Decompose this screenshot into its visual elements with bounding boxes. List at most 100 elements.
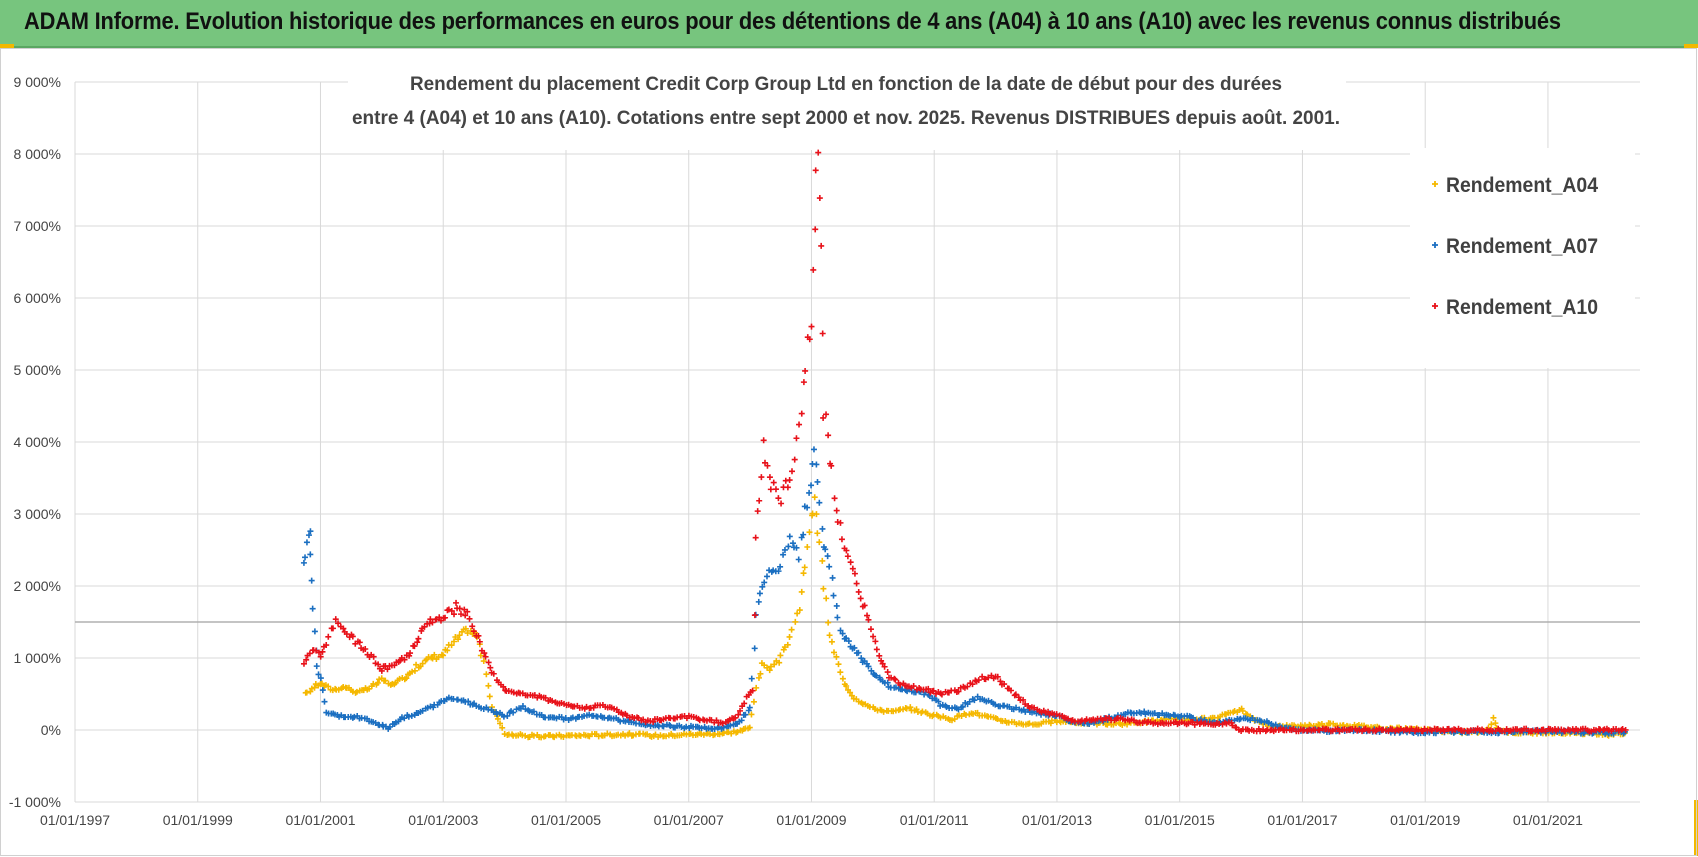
data-point <box>419 707 426 714</box>
data-point <box>317 653 324 660</box>
data-point <box>786 633 793 640</box>
data-point <box>985 674 992 681</box>
data-point <box>500 683 507 690</box>
data-point <box>806 336 813 343</box>
data-point <box>820 585 827 592</box>
data-point <box>800 379 807 386</box>
data-point <box>622 732 629 739</box>
data-point <box>812 167 819 174</box>
data-point <box>313 663 320 670</box>
data-point <box>464 630 471 637</box>
x-tick-label: 01/01/2017 <box>1267 812 1337 828</box>
corner-mark-top-right <box>1684 44 1698 48</box>
data-point <box>761 579 768 586</box>
data-point <box>1083 716 1090 723</box>
data-point <box>1026 720 1033 727</box>
data-point <box>837 669 844 676</box>
data-point <box>897 681 904 688</box>
data-point <box>811 494 818 501</box>
data-point <box>455 636 462 643</box>
data-point <box>753 684 760 691</box>
data-point <box>442 614 449 621</box>
data-point <box>475 632 482 639</box>
data-point <box>382 677 389 684</box>
data-point <box>801 564 808 571</box>
data-point <box>1441 728 1448 735</box>
data-point <box>780 551 787 558</box>
data-point <box>806 489 813 496</box>
data-point <box>356 639 363 646</box>
data-point <box>321 698 328 705</box>
x-tick-label: 01/01/2001 <box>285 812 355 828</box>
data-point <box>408 712 415 719</box>
data-point <box>604 730 611 737</box>
data-point <box>825 432 832 439</box>
chart-title-line: Rendement du placement Credit Corp Group… <box>410 74 1282 95</box>
x-tick-label: 01/01/2005 <box>531 812 601 828</box>
data-point <box>683 723 690 730</box>
data-point <box>775 495 782 502</box>
data-point <box>823 595 830 602</box>
data-point <box>727 722 734 729</box>
y-tick-label: 3 000% <box>14 506 61 522</box>
data-point <box>888 674 895 681</box>
x-tick-label: 01/01/2003 <box>408 812 478 828</box>
data-point <box>1013 704 1020 711</box>
data-point <box>855 698 862 705</box>
data-point <box>538 734 545 741</box>
data-point <box>419 660 426 667</box>
data-point <box>519 703 526 710</box>
data-point <box>542 733 549 740</box>
data-point <box>1535 728 1542 735</box>
data-point <box>300 660 307 667</box>
data-point <box>431 651 438 658</box>
data-point <box>748 711 755 718</box>
data-point <box>414 639 421 646</box>
data-point <box>1053 711 1060 718</box>
data-point <box>864 612 871 619</box>
data-point <box>772 486 779 493</box>
data-point <box>483 671 490 678</box>
data-point <box>303 656 310 663</box>
data-point <box>749 687 756 694</box>
data-point <box>1300 726 1307 733</box>
data-point <box>784 484 791 491</box>
data-point <box>795 556 802 563</box>
x-tick-label: 01/01/2015 <box>1145 812 1215 828</box>
legend-marker <box>1432 242 1438 248</box>
data-point <box>465 698 472 705</box>
data-point <box>843 547 850 554</box>
data-point <box>892 684 899 691</box>
data-point <box>1020 696 1027 703</box>
legend-label: Rendement_A10 <box>1446 296 1598 319</box>
x-tick-label: 01/01/1997 <box>40 812 110 828</box>
data-point <box>758 474 765 481</box>
data-point <box>1156 712 1163 719</box>
data-point <box>819 330 826 337</box>
data-point <box>332 616 339 623</box>
data-point <box>793 544 800 551</box>
data-point <box>930 687 937 694</box>
data-point <box>426 620 433 627</box>
data-point <box>315 671 322 678</box>
data-point <box>1007 687 1014 694</box>
data-point <box>745 707 752 714</box>
data-point <box>504 712 511 719</box>
data-point <box>876 652 883 659</box>
data-point <box>719 720 726 727</box>
data-point <box>481 650 488 657</box>
data-point <box>448 607 455 614</box>
data-point <box>319 687 326 694</box>
data-point <box>308 577 315 584</box>
data-point <box>865 616 872 623</box>
data-point <box>880 708 887 715</box>
data-point <box>847 559 854 566</box>
data-point <box>666 721 673 728</box>
data-point <box>1490 714 1497 721</box>
data-point <box>374 679 381 686</box>
data-point <box>1171 712 1178 719</box>
grid-lines <box>74 81 1640 803</box>
data-point <box>1316 727 1323 734</box>
y-tick-label: 2 000% <box>14 578 61 594</box>
data-point <box>763 573 770 580</box>
